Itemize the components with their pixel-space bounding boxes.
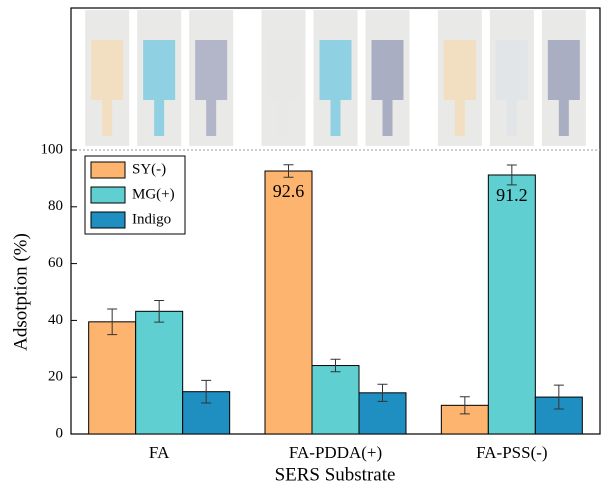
bar <box>136 311 183 434</box>
data-label: 92.6 <box>273 181 305 201</box>
cuvette-liquid <box>195 40 227 100</box>
y-tick-label: 80 <box>48 198 63 214</box>
cuvette-liquid <box>548 40 580 100</box>
bar <box>89 322 136 434</box>
bar <box>265 171 312 434</box>
cuvette-liquid <box>372 40 404 100</box>
x-tick-label: FA-PDDA(+) <box>289 443 382 462</box>
cuvette-liquid <box>143 40 175 100</box>
legend-swatch <box>91 212 125 228</box>
cuvette-liquid <box>206 100 216 136</box>
bar <box>312 366 359 434</box>
y-tick-label: 20 <box>48 369 63 385</box>
cuvette-liquid <box>496 40 528 100</box>
x-tick-label: FA <box>149 443 170 462</box>
legend-label: Indigo <box>132 211 171 227</box>
cuvette-liquid <box>320 40 352 100</box>
chart: SERS Substrate Adsotption (%) 0 20 40 60 80 1… <box>0 0 607 490</box>
cuvette-liquid <box>91 40 123 100</box>
cuvette-liquid <box>455 100 465 136</box>
cuvette-liquid <box>331 100 341 136</box>
y-axis-label: Adsotption (%) <box>10 233 31 351</box>
y-tick-label: 0 <box>56 425 64 441</box>
cuvette-liquid <box>383 100 393 136</box>
y-tick-label: 40 <box>48 312 63 328</box>
cuvette-liquid <box>102 100 112 136</box>
x-tick-label: FA-PSS(-) <box>476 443 547 462</box>
cuvette-liquid <box>268 40 300 100</box>
legend-label: MG(+) <box>132 186 175 202</box>
x-axis-label: SERS Substrate <box>275 464 396 485</box>
cuvette-liquid <box>559 100 569 136</box>
legend-label: SY(-) <box>132 161 166 177</box>
cuvette-liquid <box>444 40 476 100</box>
y-tick-label: 100 <box>41 141 64 157</box>
legend-swatch <box>91 162 125 178</box>
y-tick-label: 60 <box>48 255 63 271</box>
bar <box>488 175 535 434</box>
cuvette-liquid <box>507 100 517 136</box>
legend-swatch <box>91 187 125 203</box>
cuvette-liquid <box>279 100 289 136</box>
data-label: 91.2 <box>496 185 528 205</box>
cuvette-liquid <box>154 100 164 136</box>
